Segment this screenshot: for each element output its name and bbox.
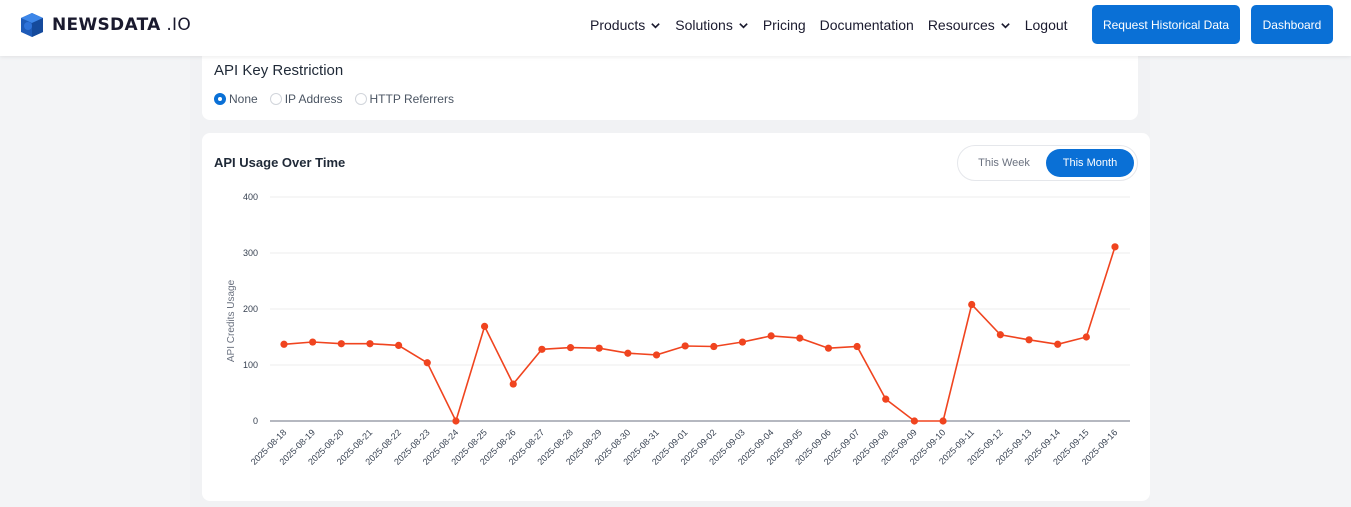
dashboard-button[interactable]: Dashboard — [1251, 5, 1333, 44]
nav-products-label: Products — [590, 17, 646, 33]
radio-none[interactable]: None — [214, 92, 258, 106]
brand-logo[interactable]: NEWSDATA .IO — [18, 12, 191, 38]
data-point — [882, 395, 890, 403]
newsdata-logo-icon — [21, 13, 43, 37]
y-tick-label: 200 — [243, 304, 258, 314]
data-point — [681, 342, 689, 350]
nav-pricing[interactable]: Pricing — [763, 17, 806, 33]
data-point — [1054, 340, 1062, 348]
series-line — [283, 246, 1116, 424]
data-point — [538, 345, 546, 353]
nav-resources[interactable]: Resources — [928, 17, 1011, 33]
data-point — [824, 344, 833, 352]
data-point — [337, 340, 345, 348]
radio-http-referrers-label: HTTP Referrers — [369, 92, 454, 106]
nav-links: Products Solutions Pricing Documentation… — [590, 0, 1082, 50]
restriction-radio-group: None IP Address HTTP Referrers — [214, 92, 466, 106]
data-point — [452, 417, 460, 425]
radio-ip-address[interactable]: IP Address — [269, 92, 343, 106]
data-point — [710, 342, 718, 351]
main-content: API Key Restriction None IP Address HTTP… — [190, 56, 1150, 507]
data-point — [280, 340, 288, 348]
api-key-restriction-title: API Key Restriction — [214, 62, 344, 79]
chevron-down-icon — [651, 22, 661, 29]
nav-documentation[interactable]: Documentation — [820, 17, 914, 33]
nav-pricing-label: Pricing — [762, 17, 806, 33]
y-tick-label: 300 — [243, 248, 258, 258]
data-point — [996, 331, 1004, 339]
nav-solutions-label: Solutions — [675, 17, 733, 33]
period-toggle: This Week This Month — [957, 145, 1138, 181]
data-point — [423, 359, 431, 367]
request-historical-data-button[interactable]: Request Historical Data — [1092, 5, 1240, 44]
chevron-down-icon — [1000, 22, 1010, 29]
data-point — [652, 351, 661, 359]
nav-solutions[interactable]: Solutions — [675, 17, 749, 33]
api-key-restriction-card: API Key Restriction None IP Address HTTP… — [202, 56, 1138, 120]
data-point — [624, 349, 632, 357]
nav-products[interactable]: Products — [590, 17, 661, 33]
this-month-button[interactable]: This Month — [1046, 149, 1134, 177]
this-week-button[interactable]: This Week — [978, 157, 1030, 169]
data-point — [796, 334, 804, 342]
data-point — [939, 417, 947, 425]
data-point — [968, 300, 976, 309]
data-point — [1082, 333, 1090, 341]
data-point — [1025, 336, 1033, 344]
data-point — [1111, 243, 1119, 251]
radio-unchecked-icon — [354, 93, 367, 105]
nav-logout[interactable]: Logout — [1025, 17, 1068, 33]
top-navbar: NEWSDATA .IO Products Solutions Pricing … — [0, 0, 1351, 56]
y-tick-label: 100 — [243, 360, 258, 370]
brand-name: NEWSDATA .IO — [52, 15, 192, 35]
data-point — [910, 417, 919, 425]
data-point — [366, 340, 374, 348]
radio-checked-icon — [214, 93, 226, 105]
data-point — [853, 342, 861, 351]
y-tick-label: 0 — [253, 416, 258, 426]
chevron-down-icon — [739, 22, 748, 29]
data-point — [738, 338, 747, 346]
data-point — [509, 380, 517, 388]
nav-resources-label: Resources — [927, 17, 995, 33]
nav-documentation-label: Documentation — [819, 17, 914, 33]
radio-http-referrers[interactable]: HTTP Referrers — [354, 92, 454, 106]
data-point — [767, 332, 775, 340]
data-point — [566, 344, 575, 352]
radio-unchecked-icon — [269, 93, 282, 105]
api-usage-title: API Usage Over Time — [214, 155, 346, 170]
y-tick-label: 400 — [243, 192, 258, 202]
data-point — [480, 322, 489, 330]
y-axis-label: API Credits Usage — [226, 279, 237, 362]
nav-logout-label: Logout — [1024, 17, 1068, 33]
radio-ip-address-label: IP Address — [284, 92, 343, 106]
api-usage-card: 0 100 200 300 400 API Credits Usage 2025-08-18… — [202, 133, 1150, 501]
data-point — [595, 344, 603, 352]
radio-none-label: None — [229, 92, 258, 106]
data-point — [395, 341, 403, 349]
data-point — [309, 338, 317, 346]
